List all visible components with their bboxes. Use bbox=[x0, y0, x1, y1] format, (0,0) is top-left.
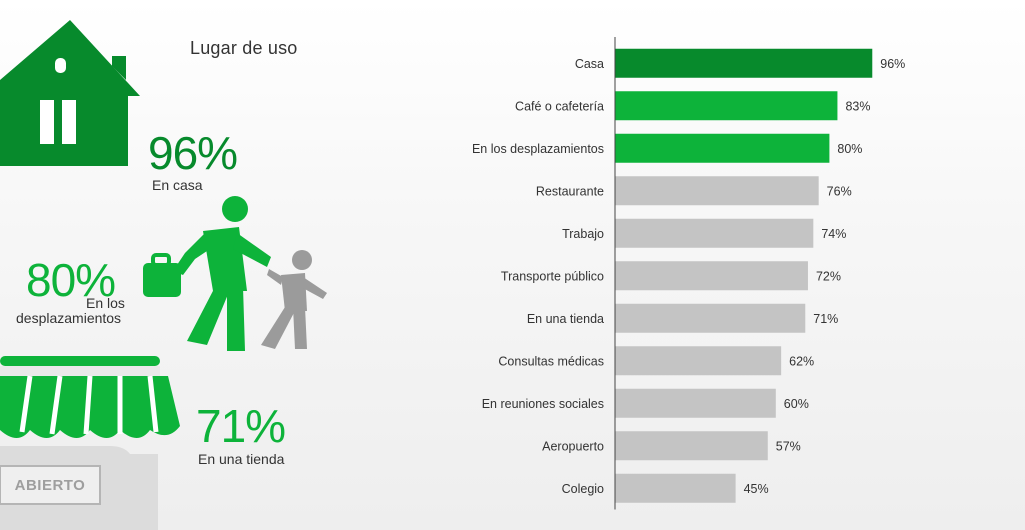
bar-1 bbox=[615, 91, 838, 121]
category-label: En reuniones sociales bbox=[482, 397, 604, 411]
category-label: Consultas médicas bbox=[498, 354, 604, 368]
category-label: Restaurante bbox=[536, 184, 604, 198]
bar-7 bbox=[615, 346, 782, 376]
bar-10 bbox=[615, 473, 736, 503]
value-label: 76% bbox=[827, 184, 852, 198]
bar-0 bbox=[615, 48, 873, 78]
bar-4 bbox=[615, 218, 814, 248]
value-label: 72% bbox=[816, 269, 841, 283]
category-label: Café o cafetería bbox=[515, 99, 604, 113]
bar-6 bbox=[615, 303, 806, 333]
shop-sign: ABIERTO bbox=[14, 476, 86, 494]
value-label: 83% bbox=[845, 99, 870, 113]
value-label: 45% bbox=[744, 482, 769, 496]
category-label: Colegio bbox=[562, 482, 604, 496]
value-label: 57% bbox=[776, 439, 801, 453]
stat-home-value: 96% bbox=[148, 127, 238, 179]
commuters-icon bbox=[143, 196, 327, 351]
stat-commute-label-line2: desplazamientos bbox=[16, 310, 122, 326]
category-label: En una tienda bbox=[527, 312, 604, 326]
value-label: 80% bbox=[837, 142, 862, 156]
stat-shop-label: En una tienda bbox=[198, 451, 285, 467]
value-label: 74% bbox=[821, 227, 846, 241]
bar-3 bbox=[615, 176, 819, 206]
bar-chart: Casa 96% Café o cafetería 83% En los desplaz… bbox=[472, 37, 905, 510]
bar-8 bbox=[615, 388, 776, 418]
category-label: Aeropuerto bbox=[542, 439, 604, 453]
bar-2 bbox=[615, 133, 830, 163]
value-label: 71% bbox=[813, 312, 838, 326]
bar-9 bbox=[615, 431, 768, 461]
panel-title: Lugar de uso bbox=[190, 38, 298, 58]
category-label: Casa bbox=[575, 57, 604, 71]
bar-chart-marks: Casa 96% Café o cafetería 83% En los desplaz… bbox=[472, 37, 905, 510]
bar-5 bbox=[615, 261, 808, 291]
house-icon bbox=[0, 20, 140, 166]
category-label: Transporte público bbox=[501, 269, 604, 283]
value-label: 96% bbox=[880, 57, 905, 71]
stat-shop-value: 71% bbox=[196, 400, 286, 452]
category-label: En los desplazamientos bbox=[472, 142, 604, 156]
stat-commute-value: 80% bbox=[26, 254, 116, 306]
value-label: 62% bbox=[789, 354, 814, 368]
category-label: Trabajo bbox=[562, 227, 604, 241]
value-label: 60% bbox=[784, 397, 809, 411]
stat-home-label: En casa bbox=[152, 177, 203, 193]
stat-commute-label-line1: En los bbox=[86, 295, 125, 311]
shop-awning-icon bbox=[0, 356, 180, 530]
